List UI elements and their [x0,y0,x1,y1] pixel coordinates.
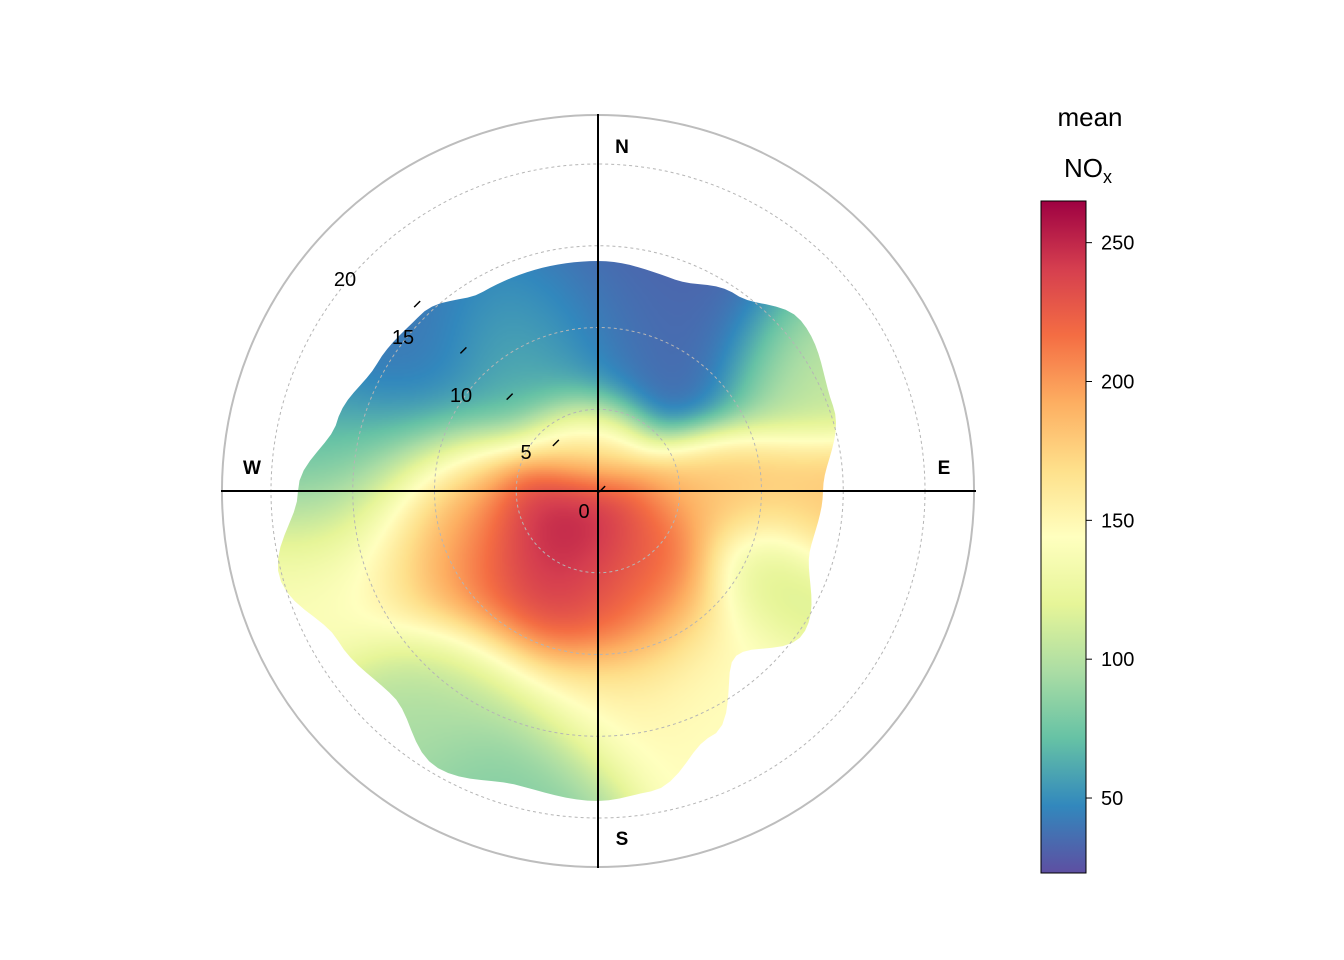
radial-axis-labels: 0 5 10 15 20 [334,269,590,523]
radial-tick-marks [413,300,606,493]
legend-ticks: 50 100 150 200 250 [1086,233,1134,810]
radial-tick-label: 10 [450,385,472,407]
legend-tick-label: 250 [1101,233,1134,255]
direction-label-north: N [615,137,629,158]
radial-tick-label: 5 [520,442,531,464]
legend-tick-label: 50 [1101,788,1123,810]
legend-color-bar [1040,200,1087,874]
legend-title-line1: mean [1057,102,1122,132]
legend-tick-label: 100 [1101,649,1134,671]
radial-tick-label: 15 [392,327,414,349]
color-legend: mean NOx 50 100 150 200 250 [1040,102,1134,874]
legend-tick-label: 150 [1101,510,1134,532]
direction-label-south: S [616,829,629,850]
direction-label-east: E [938,458,951,479]
radial-tick-mark [506,393,514,401]
radial-tick-mark [598,485,606,493]
legend-title-subscript: x [1103,167,1112,187]
radial-tick-label: 0 [578,501,589,523]
legend-tick-label: 200 [1101,371,1134,393]
radial-tick-label: 20 [334,269,356,291]
direction-label-west: W [243,458,261,479]
radial-tick-mark [552,439,560,447]
radial-tick-mark [459,346,467,354]
legend-title-line2: NOx [1064,153,1112,187]
legend-title-main: NO [1064,153,1103,183]
radial-tick-mark [413,300,421,308]
